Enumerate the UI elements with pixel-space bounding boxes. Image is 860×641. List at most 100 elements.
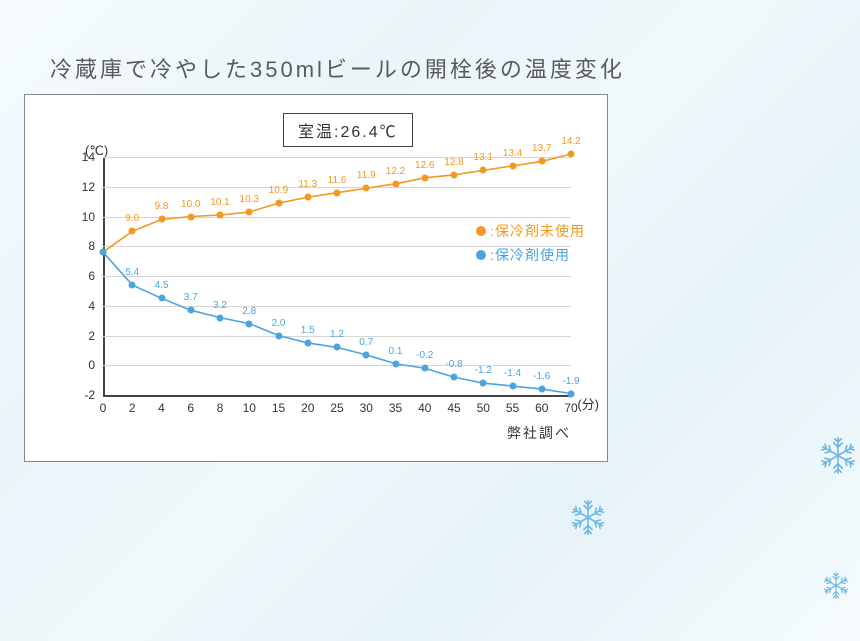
data-point-label: 11.9 xyxy=(357,170,376,181)
legend: :保冷剤未使用 :保冷剤使用 xyxy=(476,221,585,269)
legend-row: :保冷剤使用 xyxy=(476,245,585,265)
data-point xyxy=(421,174,428,181)
data-point-label: 13.7 xyxy=(532,143,551,154)
data-point xyxy=(480,380,487,387)
data-point-label: -0.2 xyxy=(416,350,433,361)
y-tick-label: 4 xyxy=(88,299,95,313)
gridline-h xyxy=(103,395,571,397)
x-tick-label: 35 xyxy=(389,401,402,415)
data-point xyxy=(246,320,253,327)
x-tick-label: 4 xyxy=(158,401,165,415)
data-point xyxy=(187,213,194,220)
data-point xyxy=(480,167,487,174)
data-point-label: 2.0 xyxy=(272,318,286,329)
data-point xyxy=(275,200,282,207)
data-point-label: 10.0 xyxy=(181,199,200,210)
data-point xyxy=(451,374,458,381)
room-temp-box: 室温:26.4℃ xyxy=(283,113,413,147)
data-point xyxy=(451,171,458,178)
data-point xyxy=(363,351,370,358)
data-point-label: 0.1 xyxy=(389,346,403,357)
data-point xyxy=(568,151,575,158)
data-point-label: 3.7 xyxy=(184,292,198,303)
data-point-label: 2.8 xyxy=(242,306,256,317)
data-point-label: 5.4 xyxy=(125,267,139,278)
data-point xyxy=(304,339,311,346)
data-point xyxy=(334,344,341,351)
data-point-label: 1.5 xyxy=(301,325,315,336)
snowflake-icon xyxy=(821,571,851,606)
y-tick-label: 14 xyxy=(82,150,95,164)
data-point-label: 12.2 xyxy=(386,166,405,177)
data-point xyxy=(217,314,224,321)
data-point xyxy=(217,212,224,219)
y-tick-label: 8 xyxy=(88,239,95,253)
data-point xyxy=(304,194,311,201)
legend-label: :保冷剤使用 xyxy=(490,245,570,265)
chart-container: 室温:26.4℃ (℃) -20246810121402468101520253… xyxy=(24,94,608,462)
x-tick-label: 8 xyxy=(217,401,224,415)
y-tick-label: -2 xyxy=(84,388,95,402)
data-point-label: 4.5 xyxy=(155,280,169,291)
data-point xyxy=(275,332,282,339)
data-point xyxy=(100,249,107,256)
x-tick-label: 2 xyxy=(129,401,136,415)
series-line xyxy=(103,252,571,393)
data-point xyxy=(363,185,370,192)
data-point-label: -1.2 xyxy=(475,365,492,376)
x-tick-label: 50 xyxy=(477,401,490,415)
data-point xyxy=(129,228,136,235)
data-point xyxy=(246,209,253,216)
data-point xyxy=(187,307,194,314)
x-tick-label: 0 xyxy=(100,401,107,415)
data-point-label: 13.1 xyxy=(474,152,493,163)
legend-label: :保冷剤未使用 xyxy=(490,221,585,241)
x-tick-label: 70 xyxy=(564,401,577,415)
data-point-label: 10.9 xyxy=(269,185,288,196)
x-tick-label: 6 xyxy=(187,401,194,415)
data-point-label: -0.8 xyxy=(445,359,462,370)
data-point xyxy=(392,180,399,187)
x-tick-label: 45 xyxy=(447,401,460,415)
data-point xyxy=(158,216,165,223)
snowflake-icon xyxy=(568,498,608,543)
data-point-label: 0.7 xyxy=(359,337,373,348)
data-point-label: 14.2 xyxy=(561,136,580,147)
x-tick-label: 60 xyxy=(535,401,548,415)
y-tick-label: 12 xyxy=(82,180,95,194)
source-label: 弊社調べ xyxy=(507,423,571,443)
data-point-label: 3.2 xyxy=(213,300,227,311)
x-tick-label: 40 xyxy=(418,401,431,415)
y-tick-label: 0 xyxy=(88,358,95,372)
data-point-label: 12.8 xyxy=(444,157,463,168)
x-tick-label: 25 xyxy=(330,401,343,415)
data-point xyxy=(568,390,575,397)
x-tick-label: 15 xyxy=(272,401,285,415)
x-tick-label: 20 xyxy=(301,401,314,415)
data-point xyxy=(334,189,341,196)
x-tick-label: 55 xyxy=(506,401,519,415)
data-point-label: -1.6 xyxy=(533,371,550,382)
data-point xyxy=(158,295,165,302)
data-point-label: 12.6 xyxy=(415,160,434,171)
data-point-label: 9.0 xyxy=(125,213,139,224)
data-point-label: 9.8 xyxy=(155,201,169,212)
legend-dot-icon xyxy=(476,250,486,260)
data-point xyxy=(538,158,545,165)
data-point-label: 11.3 xyxy=(298,179,317,190)
data-point xyxy=(421,365,428,372)
data-point-label: 13.4 xyxy=(503,148,522,159)
data-point-label: 10.3 xyxy=(240,194,259,205)
data-point-label: -1.9 xyxy=(562,376,579,387)
data-point xyxy=(509,162,516,169)
data-point-label: 11.6 xyxy=(328,175,347,186)
data-point-label: 10.1 xyxy=(210,197,229,208)
plot-area: -202468101214024681015202530354045505560… xyxy=(103,157,571,395)
legend-row: :保冷剤未使用 xyxy=(476,221,585,241)
page-title: 冷蔵庫で冷やした350mlビールの開栓後の温度変化 xyxy=(50,52,625,84)
data-point-label: 1.2 xyxy=(330,329,344,340)
x-tick-label: 30 xyxy=(360,401,373,415)
x-tick-label: 10 xyxy=(243,401,256,415)
y-tick-label: 6 xyxy=(88,269,95,283)
y-tick-label: 2 xyxy=(88,329,95,343)
